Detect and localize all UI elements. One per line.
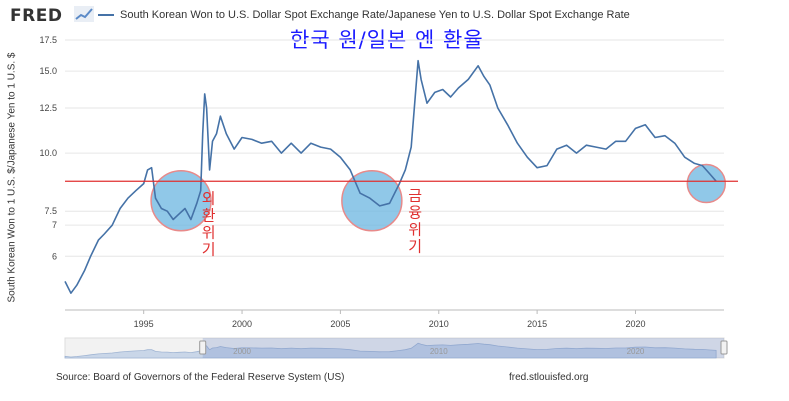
navigator-area — [64, 342, 717, 359]
navigator-selection — [202, 338, 725, 358]
legend-label: South Korean Won to U.S. Dollar Spot Exc… — [120, 9, 630, 21]
crisis-note-char: 금 — [408, 187, 422, 205]
x-tick-label: 2015 — [527, 319, 547, 329]
site-link[interactable]: fred.stlouisfed.org — [509, 372, 589, 383]
navigator-label: 2010 — [430, 347, 448, 356]
x-tick-label: 2000 — [232, 319, 252, 329]
y-tick-label: 10.0 — [39, 148, 57, 158]
fred-logo[interactable]: FRED — [10, 6, 63, 26]
navigator-handle — [199, 340, 207, 355]
series-line — [64, 59, 717, 295]
navigator-label: 2000 — [233, 347, 251, 356]
y-tick-label: 7 — [52, 220, 57, 230]
x-tick-label: 1995 — [134, 319, 154, 329]
x-tick-label: 2005 — [330, 319, 350, 329]
x-tick-label: 2010 — [429, 319, 449, 329]
y-tick-label: 6 — [52, 251, 57, 261]
y-tick-label: 12.5 — [39, 103, 57, 113]
legend-swatch — [98, 14, 114, 16]
highlight-circle — [150, 169, 212, 232]
y-tick-label: 7.5 — [44, 206, 57, 216]
navigator-label: 2020 — [627, 347, 645, 356]
navigator-handle — [720, 340, 728, 355]
crisis-note-char: 환 — [202, 206, 216, 224]
x-tick-label: 2020 — [625, 319, 645, 329]
fred-chart-icon — [74, 6, 94, 22]
y-tick-label: 15.0 — [39, 66, 57, 76]
crisis-note-char: 기 — [408, 238, 422, 256]
crisis-note-char: 융 — [408, 204, 422, 222]
highlight-circle — [686, 163, 727, 204]
y-tick-label: 17.5 — [39, 35, 57, 45]
crisis-note-char: 위 — [202, 223, 216, 241]
chart-legend: South Korean Won to U.S. Dollar Spot Exc… — [98, 9, 630, 21]
crisis-note-char: 외 — [202, 189, 216, 207]
crisis-note-char: 위 — [408, 221, 422, 239]
source-text: Source: Board of Governors of the Federa… — [56, 372, 345, 383]
crisis-note-char: 기 — [202, 240, 216, 258]
